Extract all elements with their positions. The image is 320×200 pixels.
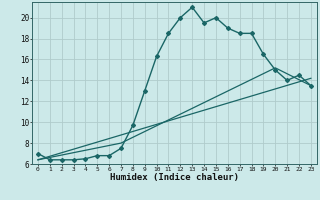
X-axis label: Humidex (Indice chaleur): Humidex (Indice chaleur) <box>110 173 239 182</box>
